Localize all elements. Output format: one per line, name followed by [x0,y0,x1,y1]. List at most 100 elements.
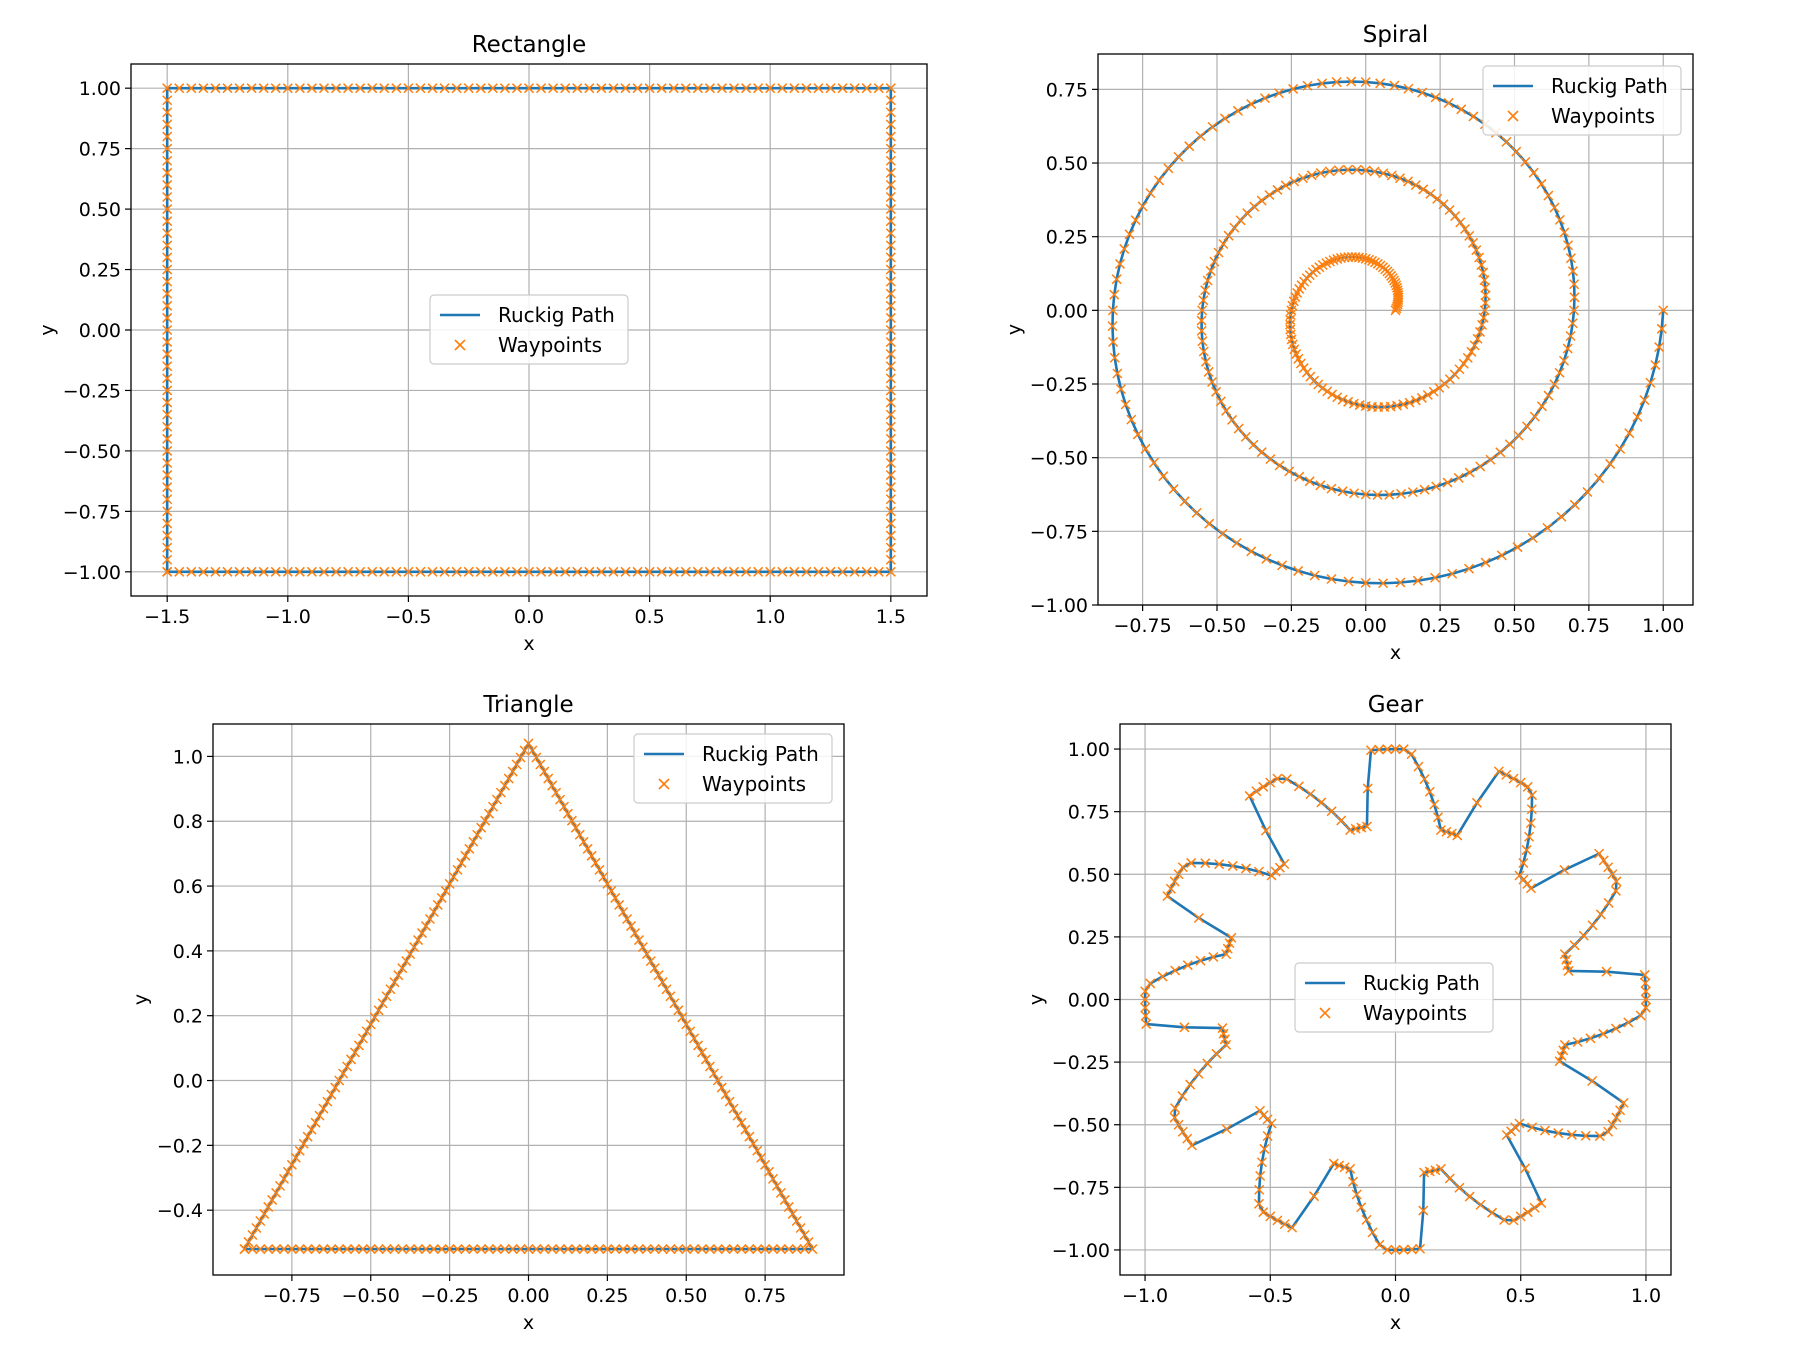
waypoint-marker [258,83,269,94]
waypoint-marker [162,421,173,432]
waypoint-marker [1202,275,1213,286]
y-tick-label: 0.75 [1068,802,1110,824]
waypoint-marker [1367,1227,1378,1238]
waypoint-marker [590,857,601,868]
waypoint-marker [1526,804,1537,815]
waypoint-marker [1244,790,1255,801]
y-tick-label: 0.25 [1068,927,1110,949]
waypoint-marker [885,421,896,432]
waypoint-marker [767,1244,779,1255]
waypoint-marker [1452,830,1463,841]
waypoint-marker [1543,190,1554,201]
waypoint-marker [515,1244,526,1255]
waypoint-marker [162,276,173,287]
waypoint-marker [346,1054,357,1065]
waypoint-marker [1556,1050,1567,1061]
waypoint-marker [247,1244,258,1255]
waypoint-marker [1463,563,1475,574]
waypoint-marker [1109,289,1120,300]
waypoint-marker [452,1244,463,1255]
waypoint-marker [1542,522,1553,533]
waypoint-marker [334,1075,345,1086]
waypoint-marker [1398,399,1409,410]
waypoint-marker [1326,483,1337,494]
waypoint-marker [452,864,463,875]
waypoint-marker [463,83,474,94]
waypoint-marker [1443,97,1454,108]
waypoint-marker [574,829,585,840]
waypoint-marker [1191,507,1202,518]
waypoint-marker [622,913,633,925]
waypoint-marker [1346,76,1357,87]
waypoint-marker [680,566,691,577]
waypoint-marker [162,433,173,444]
waypoint-marker [885,397,896,408]
waypoint-marker [1196,325,1207,336]
waypoint-marker [401,956,412,967]
waypoint-marker [436,892,447,903]
waypoint-marker [1508,773,1519,784]
waypoint-marker [1214,859,1225,870]
waypoint-marker [608,566,619,577]
legend-marker-swatch [658,778,670,790]
waypoint-marker [837,566,848,577]
waypoint-marker [849,83,860,94]
waypoint-marker [487,801,499,812]
waypoint-marker [1434,382,1445,393]
waypoint-marker [1332,253,1343,264]
waypoint-marker [342,1244,353,1255]
waypoint-marker [1195,955,1206,966]
waypoint-marker [1208,951,1219,963]
waypoint-marker [1431,481,1442,492]
x-tick-label: 0.75 [744,1285,786,1307]
waypoint-marker [162,167,173,178]
waypoint-marker [1240,431,1251,442]
waypoint-marker [1315,480,1326,491]
waypoint-marker [696,1047,708,1058]
waypoint-marker [1569,499,1580,510]
waypoint-marker [379,83,390,94]
waypoint-marker [162,337,173,348]
waypoint-marker [1157,971,1168,982]
waypoint-marker [355,83,366,94]
waypoint-marker [1487,1207,1498,1218]
waypoint-marker [310,1244,321,1255]
waypoint-marker [885,312,896,323]
x-tick-label: 0.5 [634,606,664,628]
waypoint-marker [1386,170,1397,181]
waypoint-marker [696,1244,708,1255]
waypoint-marker [1360,577,1371,588]
chart-title: Spiral [1363,22,1429,48]
waypoint-marker [162,409,173,420]
waypoint-marker [468,836,479,847]
grid [213,724,844,1275]
waypoint-marker [343,83,354,94]
waypoint-marker [596,566,607,577]
waypoint-marker [1177,1091,1188,1102]
waypoint-marker [282,566,293,577]
x-tick-label: −0.25 [421,1285,479,1307]
waypoint-marker [555,794,566,805]
waypoint-marker [728,1103,739,1114]
legend-box [429,294,629,365]
waypoint-marker [1200,356,1211,367]
waypoint-marker [668,83,679,94]
waypoint-marker [1350,252,1361,263]
waypoint-marker [1322,386,1333,397]
waypoint-marker [1569,292,1580,303]
waypoint-marker [1558,355,1570,366]
waypoint-marker [343,566,354,577]
waypoint-marker [271,1244,282,1255]
waypoint-marker [270,83,281,94]
waypoint-marker [1272,184,1283,195]
waypoint-marker [685,1026,696,1037]
waypoint-marker [1496,550,1507,561]
x-tick-label: −1.5 [144,606,190,628]
series-waypoints [1140,744,1651,1255]
waypoint-marker [1447,568,1458,579]
waypoint-marker [1153,175,1165,186]
waypoint-marker [1119,243,1130,254]
waypoint-marker [302,1244,313,1255]
waypoint-marker [222,83,233,94]
waypoint-marker [162,361,173,372]
